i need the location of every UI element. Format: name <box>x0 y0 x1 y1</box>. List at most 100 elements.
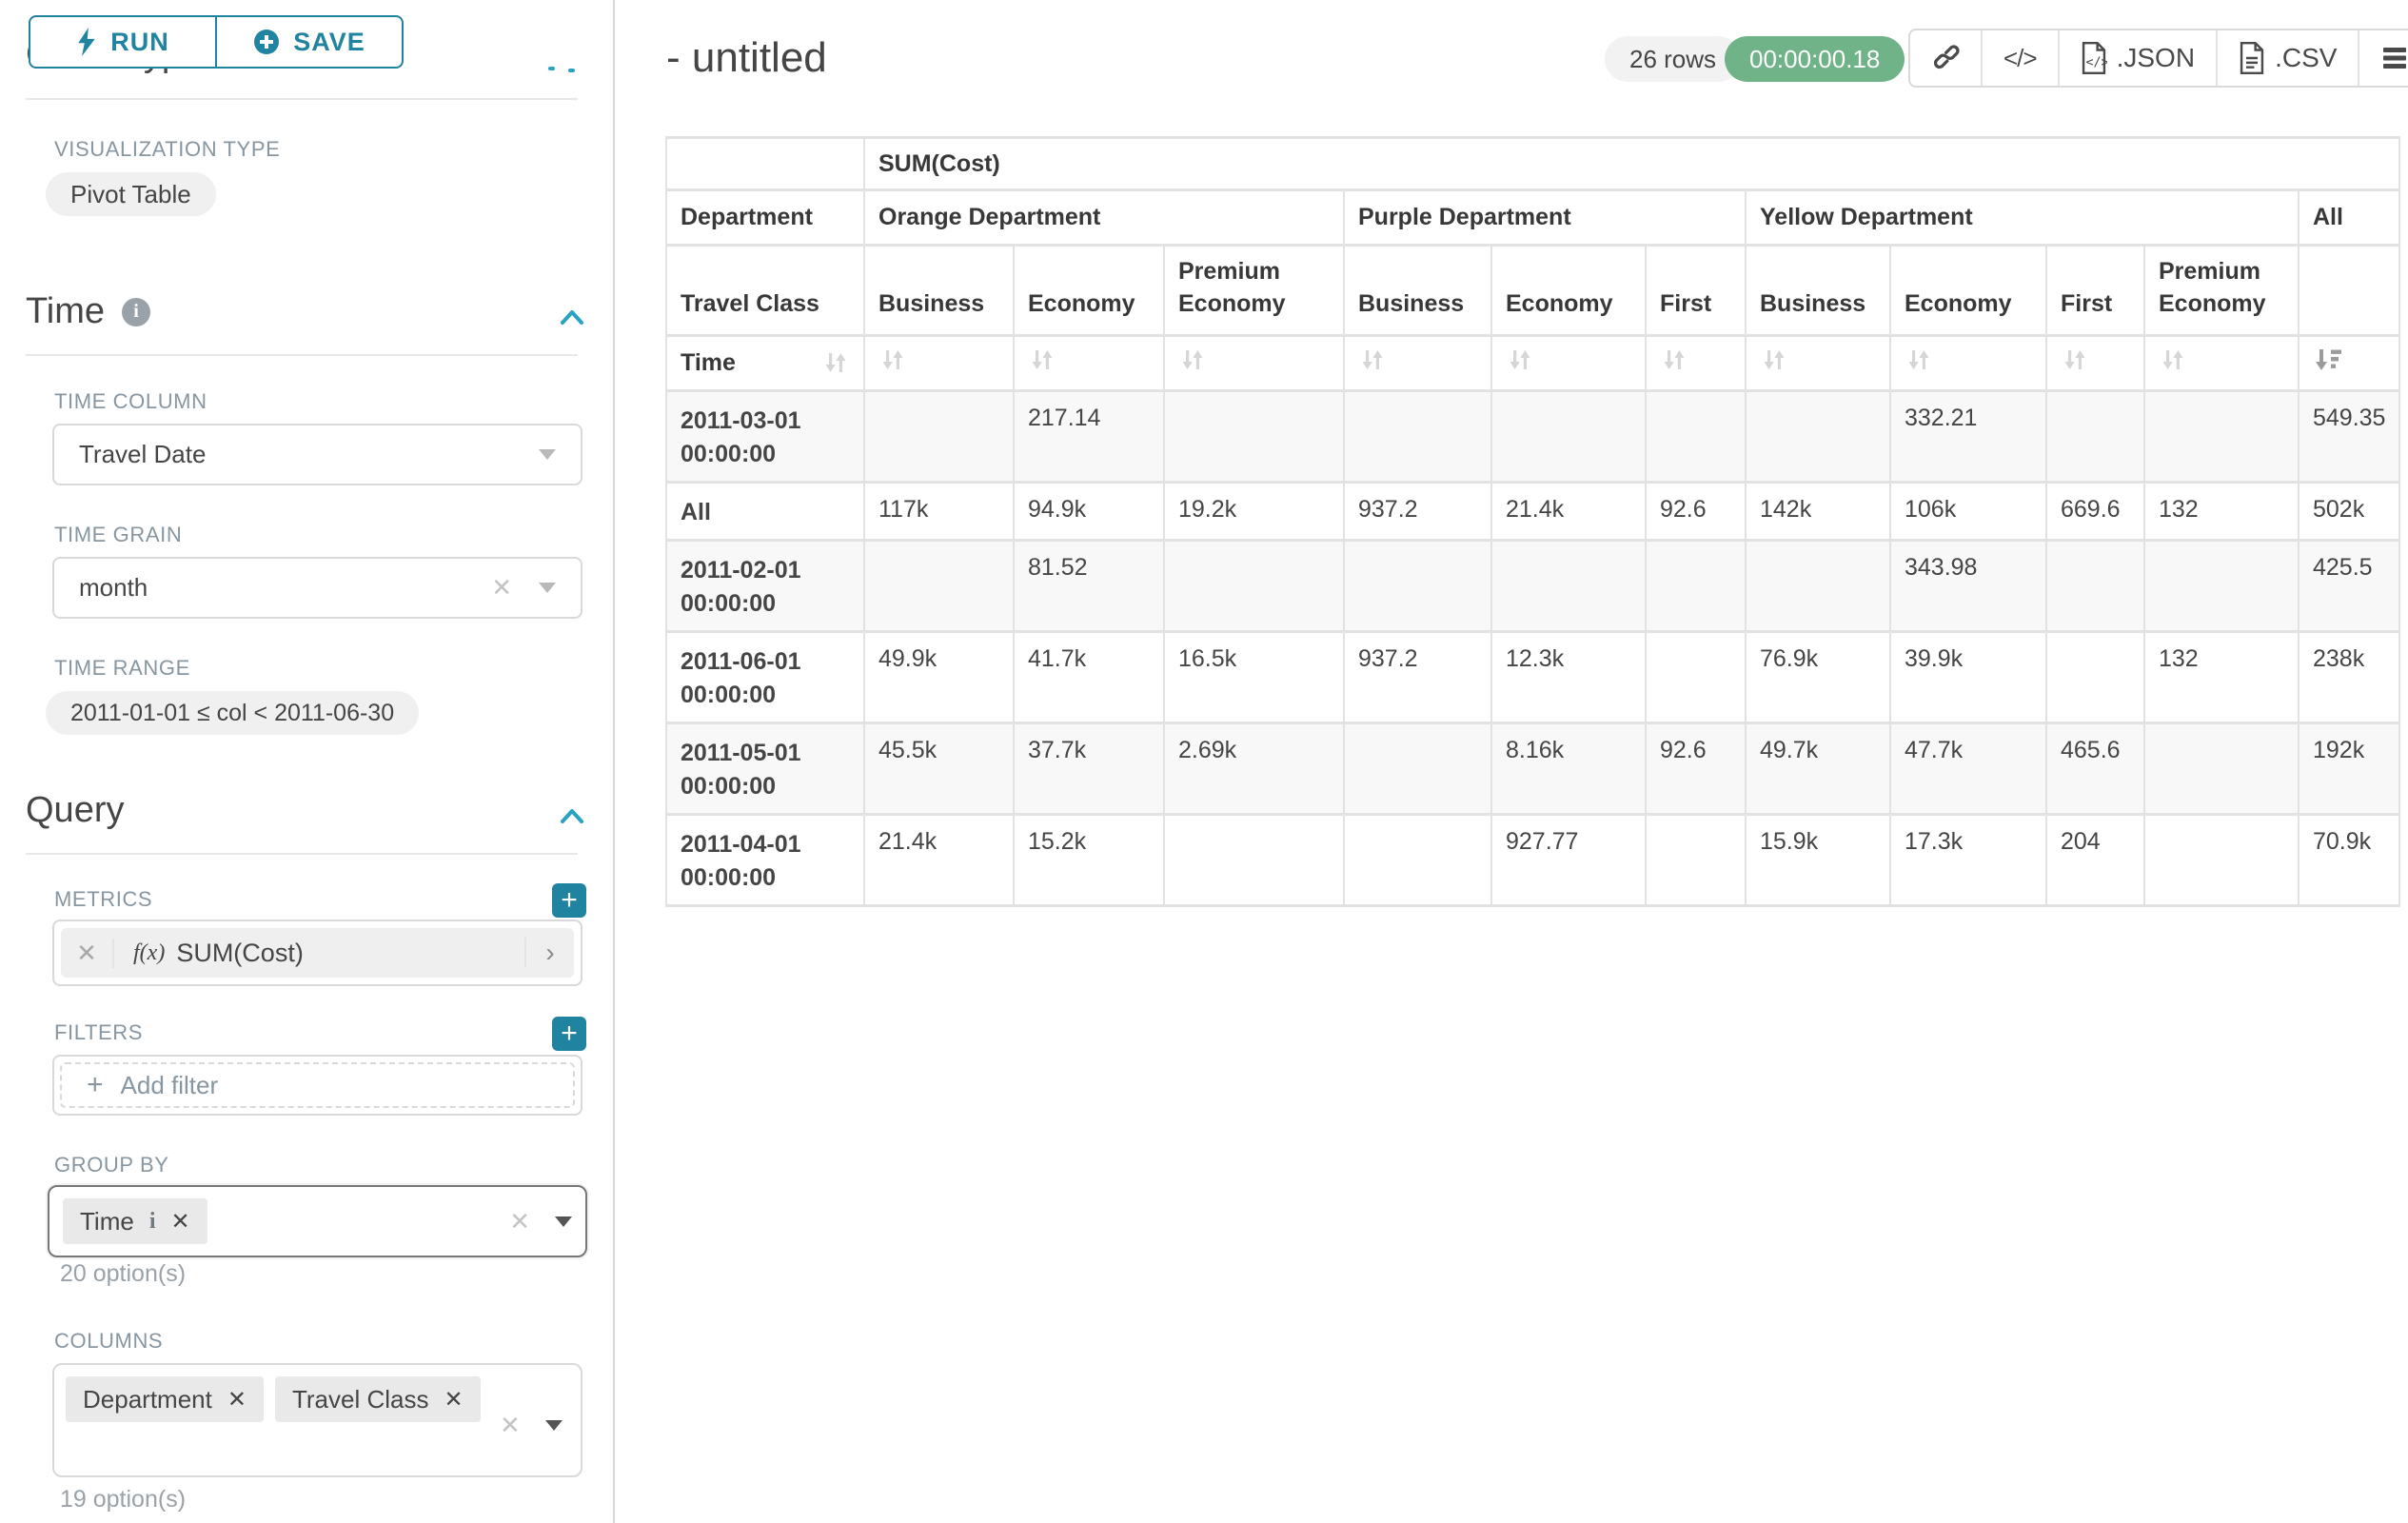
remove-tag-icon[interactable]: ✕ <box>444 1386 464 1413</box>
run-button[interactable]: RUN <box>29 15 216 69</box>
export-json-button[interactable]: </> .JSON <box>2060 30 2219 86</box>
value-cell <box>1343 721 1492 816</box>
value-cell: 12.3k <box>1490 629 1647 724</box>
export-csv-button[interactable]: .CSV <box>2218 30 2360 86</box>
columns-select[interactable]: Department ✕ Travel Class ✕ <box>52 1363 582 1477</box>
value-cell: 549.35 <box>2297 388 2401 484</box>
save-button[interactable]: SAVE <box>216 15 404 69</box>
time-row-dim-header[interactable]: Time <box>665 333 865 392</box>
remove-tag-icon[interactable]: ✕ <box>170 1208 190 1235</box>
chevron-right-icon[interactable]: › <box>524 938 574 968</box>
column-sort-toggle[interactable] <box>863 333 1015 392</box>
time-column-value: Travel Date <box>79 440 207 468</box>
column-sort-toggle[interactable] <box>2143 333 2299 392</box>
department-group-header: Purple Department <box>1343 188 1747 247</box>
clear-x-icon[interactable]: ✕ <box>500 1411 521 1439</box>
value-cell: 49.7k <box>1745 721 1891 816</box>
value-cell <box>863 538 1015 633</box>
value-cell: 204 <box>2045 812 2145 907</box>
column-sort-toggle[interactable] <box>1013 333 1165 392</box>
value-cell <box>1645 629 1747 724</box>
value-cell <box>1343 812 1492 907</box>
column-sort-toggle[interactable] <box>1163 333 1345 392</box>
value-cell <box>1745 388 1891 484</box>
caret-down-icon[interactable] <box>539 583 556 593</box>
remove-tag-icon[interactable]: ✕ <box>227 1386 247 1413</box>
pivot-header-row: Department Orange Department Purple Depart… <box>665 188 2401 247</box>
save-button-label: SAVE <box>293 27 365 56</box>
groupby-label: GROUP BY <box>54 1153 169 1177</box>
column-sort-toggle[interactable] <box>1889 333 2047 392</box>
value-cell: 343.98 <box>1889 538 2047 633</box>
column-sort-toggle[interactable] <box>1490 333 1647 392</box>
time-column-select[interactable]: Travel Date <box>52 424 582 485</box>
viz-type-pill[interactable]: Pivot Table <box>46 172 216 216</box>
column-info-icon[interactable]: i <box>148 1208 156 1234</box>
travel-class-header: Economy <box>1013 244 1165 337</box>
code-icon: </> <box>2003 43 2038 72</box>
travel-class-header: Economy <box>1889 244 2047 337</box>
chart-title[interactable]: - untitled <box>666 34 827 81</box>
time-grain-select[interactable]: month ✕ <box>52 557 582 619</box>
caret-down-icon[interactable] <box>539 449 556 460</box>
row-label-cell: 2011-03-01 00:00:00 <box>665 388 865 484</box>
value-cell: 927.77 <box>1490 812 1647 907</box>
caret-down-icon[interactable] <box>555 1216 572 1227</box>
add-metric-button[interactable]: + <box>552 883 586 918</box>
sort-icon <box>1664 349 1685 369</box>
more-menu-button[interactable] <box>2359 30 2408 86</box>
add-filter-button[interactable]: + Add filter <box>60 1062 575 1108</box>
column-sort-toggle[interactable] <box>1745 333 1891 392</box>
fx-icon: f(x) <box>133 940 166 965</box>
column-sort-toggle[interactable] <box>1343 333 1492 392</box>
sort-icon <box>1908 349 1929 369</box>
columns-tag-label: Department <box>83 1384 212 1414</box>
time-grain-value: month <box>79 573 148 602</box>
value-cell: 425.5 <box>2297 538 2401 633</box>
pivot-data-row: 2011-06-01 00:00:00 49.9k 41.7k 16.5k 937.2 1… <box>665 629 2401 724</box>
query-section-label: Query <box>26 790 125 830</box>
value-cell: 8.16k <box>1490 721 1647 816</box>
clear-x-icon[interactable]: ✕ <box>491 573 512 602</box>
value-cell: 132 <box>2143 480 2299 542</box>
add-filter-plus-button[interactable]: + <box>552 1017 586 1051</box>
groupby-select[interactable]: Time i ✕ ✕ <box>48 1185 587 1257</box>
value-cell <box>2143 388 2299 484</box>
all-column-sort-toggle[interactable] <box>2297 333 2401 392</box>
value-cell: 117k <box>863 480 1015 542</box>
value-cell <box>1645 388 1747 484</box>
panel-divider[interactable] <box>613 0 615 1523</box>
columns-tag-travel-class[interactable]: Travel Class ✕ <box>274 1376 481 1422</box>
share-link-button[interactable] <box>1910 30 1983 86</box>
metric-pill[interactable]: ✕ f(x) SUM(Cost) › <box>61 928 574 978</box>
value-cell <box>2143 538 2299 633</box>
chevron-up-icon[interactable] <box>557 303 587 333</box>
value-cell <box>1645 538 1747 633</box>
view-query-button[interactable]: </> <box>1983 30 2060 86</box>
caret-down-icon[interactable] <box>544 1420 563 1431</box>
time-range-label: TIME RANGE <box>54 656 190 680</box>
value-cell <box>2143 721 2299 816</box>
value-cell <box>1745 538 1891 633</box>
time-section-title: Time i <box>26 291 151 332</box>
sort-icon <box>825 353 846 372</box>
divider <box>26 354 578 356</box>
time-range-pill[interactable]: 2011-01-01 ≤ col < 2011-06-30 <box>46 691 420 735</box>
remove-metric-icon[interactable]: ✕ <box>61 938 114 968</box>
pivot-table: SUM(Cost) Department Orange Department Purp… <box>665 136 2401 907</box>
sort-icon <box>882 349 903 369</box>
column-sort-toggle[interactable] <box>2045 333 2145 392</box>
groupby-tag-time[interactable]: Time i ✕ <box>63 1198 207 1244</box>
chevron-up-icon[interactable] <box>557 801 587 832</box>
travel-class-header: First <box>2045 244 2145 337</box>
travel-class-header: Business <box>1343 244 1492 337</box>
metrics-label: METRICS <box>54 887 153 911</box>
info-icon[interactable]: i <box>122 297 151 326</box>
query-timer-badge: 00:00:00.18 <box>1725 36 1905 82</box>
clear-x-icon[interactable]: ✕ <box>509 1206 530 1236</box>
columns-tag-department[interactable]: Department ✕ <box>66 1376 264 1422</box>
column-sort-toggle[interactable] <box>1645 333 1747 392</box>
hamburger-menu-icon <box>2383 48 2407 69</box>
value-cell: 94.9k <box>1013 480 1165 542</box>
value-cell: 39.9k <box>1889 629 2047 724</box>
